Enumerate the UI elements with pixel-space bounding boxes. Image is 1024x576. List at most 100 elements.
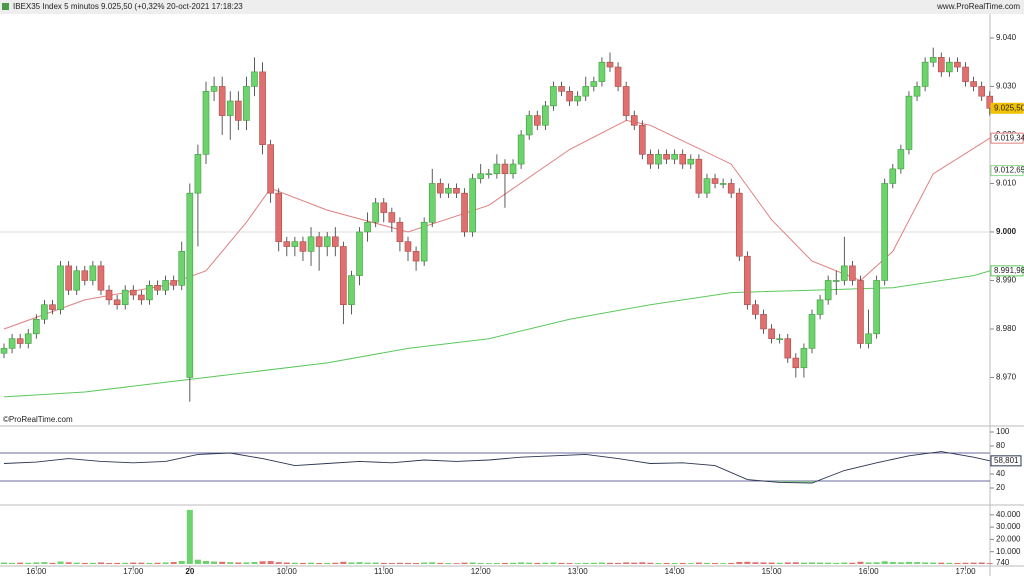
volume-bar: [574, 563, 581, 564]
volume-bar: [566, 563, 573, 564]
volume-bar: [203, 560, 209, 564]
volume-bar: [542, 562, 549, 564]
candle-body: [719, 183, 727, 185]
volume-bar: [679, 562, 686, 564]
volume-bar: [413, 563, 420, 564]
candle-body: [202, 90, 210, 155]
y-tick-label: 30.000: [996, 522, 1021, 531]
volume-bar: [299, 562, 306, 564]
candle-body: [412, 251, 420, 262]
volume-bar: [784, 562, 791, 564]
y-tick-label: 8.990: [996, 276, 1017, 285]
x-tick-label: 12:00: [471, 567, 492, 576]
volume-bar: [275, 562, 282, 564]
volume-bar: [849, 562, 856, 564]
volume-bar: [57, 561, 64, 564]
candle-body: [937, 57, 945, 73]
y-tick-label: 9.010: [996, 179, 1017, 188]
header-title: IBEX35 Index 5 minutos 9.025,50 (+0,32% …: [13, 2, 243, 11]
volume-bar: [146, 562, 153, 564]
candle-body: [525, 115, 533, 136]
candle-body: [113, 299, 121, 306]
candle-body: [138, 294, 145, 301]
y-tick-label: 20: [996, 483, 1005, 492]
volume-bar: [356, 562, 363, 564]
candle-body: [437, 183, 444, 194]
candle-body: [881, 183, 889, 281]
volume-bar: [639, 562, 646, 564]
candle-body: [752, 304, 759, 315]
volume-bar: [970, 562, 977, 564]
volume-bar: [283, 562, 290, 564]
volume-bar: [259, 561, 266, 564]
y-tick-label: 80: [996, 441, 1005, 450]
candle-body: [251, 71, 258, 87]
volume-bar: [17, 562, 24, 564]
candle-body: [41, 304, 48, 320]
candle-body: [647, 154, 654, 165]
volume-bar: [291, 562, 298, 564]
candle-body: [283, 241, 291, 247]
volume-bar: [485, 563, 492, 564]
candle-body: [905, 95, 913, 150]
volume-bar: [138, 562, 145, 564]
volume-bar: [49, 562, 56, 564]
candle-body: [380, 202, 388, 213]
candle-body: [509, 163, 517, 175]
candle-body: [89, 265, 97, 281]
header-bar: [0, 0, 1024, 14]
price-label: 9.019,34: [994, 133, 1024, 142]
candle-body: [816, 299, 824, 315]
candle-body: [857, 280, 864, 344]
volume-bar: [841, 562, 848, 564]
volume-bar: [1, 562, 7, 564]
volume-bar: [477, 562, 484, 564]
candle-body: [315, 236, 323, 247]
candle-body: [372, 202, 379, 223]
candle-body: [849, 265, 856, 281]
candle-body: [889, 168, 897, 184]
candle-body: [703, 178, 711, 194]
candle-body: [897, 149, 905, 170]
candle-body: [340, 246, 347, 306]
candle-body: [8, 338, 16, 349]
volume-bar: [170, 562, 177, 564]
x-tick-label: 20: [185, 567, 194, 576]
volume-bar: [736, 562, 743, 564]
candle-body: [259, 71, 266, 145]
candle-body: [800, 348, 808, 369]
candle-body: [550, 86, 557, 107]
candle-body: [57, 265, 64, 310]
volume-bar: [364, 562, 371, 564]
candle-body: [235, 100, 242, 121]
candle-body: [404, 241, 412, 252]
volume-bar: [340, 561, 347, 564]
volume-bar: [308, 562, 315, 564]
candle-body: [16, 338, 24, 344]
volume-bar: [421, 562, 428, 564]
candle-body: [493, 163, 501, 175]
volume-bar: [178, 560, 185, 564]
candle-body: [97, 265, 105, 291]
volume-bar: [946, 562, 953, 564]
volume-bar: [687, 563, 694, 564]
volume-bar: [396, 562, 403, 564]
candle-body: [445, 188, 452, 194]
volume-bar: [986, 563, 993, 564]
volume-bar: [978, 562, 985, 564]
candle-body: [243, 86, 250, 121]
volume-bar: [243, 562, 250, 564]
volume-bar: [33, 562, 40, 564]
candle-body: [574, 95, 581, 102]
volume-bar: [938, 562, 945, 564]
header-site: www.ProRealTime.com: [936, 2, 1020, 11]
candle-body: [121, 289, 129, 306]
candle-body: [267, 144, 274, 194]
volume-bar: [873, 562, 880, 564]
volume-bar: [461, 562, 468, 564]
oversold-fill: [4, 481, 990, 484]
volume-bar: [437, 562, 444, 564]
volume-bar: [792, 562, 799, 564]
volume-bar: [703, 562, 710, 564]
